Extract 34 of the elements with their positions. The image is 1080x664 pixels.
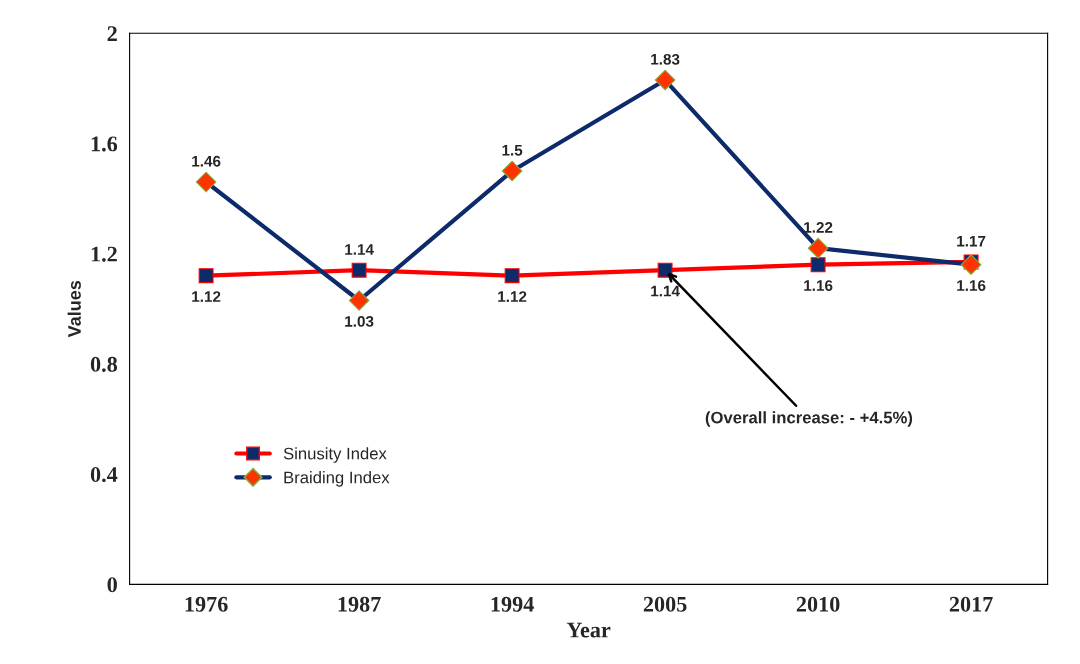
legend-label: Braiding Index xyxy=(284,471,390,487)
x-tick-label: 1976 xyxy=(185,596,228,612)
data-label: 1.12 xyxy=(192,291,221,302)
data-label: 1.17 xyxy=(957,235,986,247)
data-label: 1.16 xyxy=(957,280,986,291)
y-tick-label: 2 xyxy=(107,26,117,41)
data-label: 1.5 xyxy=(502,144,523,156)
point xyxy=(351,262,367,278)
y-tick-label: 1.6 xyxy=(91,136,118,152)
point xyxy=(810,257,826,273)
annotation: (Overall increase: - +4.5%) xyxy=(705,411,913,427)
data-label: 1.16 xyxy=(804,280,833,291)
y-axis-title: Values xyxy=(67,280,81,338)
x-tick-label: 2017 xyxy=(949,596,993,612)
data-label: 1.03 xyxy=(345,316,374,327)
data-label: 1.46 xyxy=(192,155,221,167)
point xyxy=(504,268,520,284)
data-label: 1.14 xyxy=(651,285,680,297)
y-tick-label: 1.2 xyxy=(91,246,117,262)
data-label: 1.83 xyxy=(651,53,680,65)
data-label: 1.12 xyxy=(498,291,527,302)
point xyxy=(198,268,214,284)
y-tick-label: 0 xyxy=(107,577,117,593)
x-tick-label: 1987 xyxy=(338,596,381,612)
y-tick-label: 0.4 xyxy=(90,467,118,483)
legend-label: Sinusity Index xyxy=(283,447,387,463)
x-tick-label: 1994 xyxy=(491,596,534,612)
point xyxy=(657,262,673,278)
x-tick-label: 2010 xyxy=(796,596,840,612)
data-label: 1.22 xyxy=(804,221,833,233)
x-axis-title: Year xyxy=(566,622,611,638)
y-tick-label: 0.8 xyxy=(90,356,118,372)
data-label: 1.14 xyxy=(345,244,374,255)
x-tick-label: 2005 xyxy=(643,596,687,612)
